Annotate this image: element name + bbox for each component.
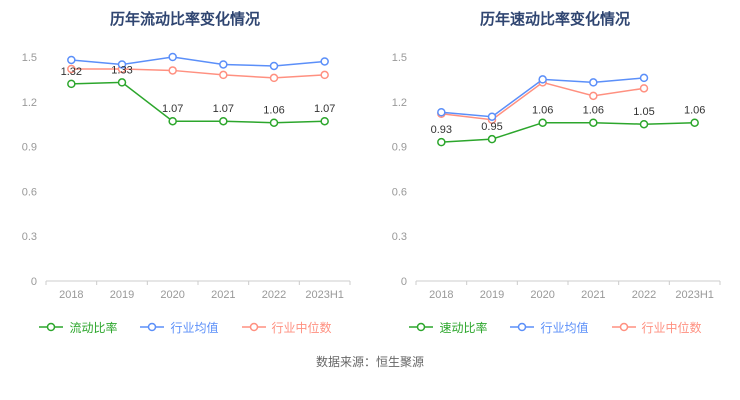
svg-text:0.93: 0.93 bbox=[431, 124, 452, 136]
svg-text:1.06: 1.06 bbox=[583, 105, 604, 117]
legend-label: 行业中位数 bbox=[271, 320, 332, 335]
svg-text:1.06: 1.06 bbox=[532, 105, 553, 117]
svg-text:1.06: 1.06 bbox=[263, 105, 284, 117]
line-marker-icon bbox=[510, 322, 535, 332]
svg-text:0.95: 0.95 bbox=[481, 121, 502, 133]
line-marker-icon bbox=[611, 322, 636, 332]
legend-item-quick-ratio[interactable]: 速动比率 bbox=[408, 319, 487, 336]
svg-text:1.5: 1.5 bbox=[392, 52, 407, 64]
svg-text:1.07: 1.07 bbox=[162, 103, 183, 115]
svg-text:1.5: 1.5 bbox=[22, 52, 37, 64]
svg-text:0.3: 0.3 bbox=[22, 231, 37, 243]
chart-title: 历年速动比率变化情况 bbox=[479, 11, 630, 28]
svg-text:1.07: 1.07 bbox=[213, 103, 234, 115]
legend-item-industry-median[interactable]: 行业中位数 bbox=[611, 319, 702, 336]
svg-text:1.2: 1.2 bbox=[392, 97, 407, 109]
current-ratio-line-chart: 0 0.3 0.6 0.9 1.2 1.5 2018 2019 2020 2021 2022 2023… bbox=[22, 52, 351, 301]
charts-row: 历年流动比率变化情况 0 0.3 0.6 0.9 1.2 1.5 2018 2019 2020 2… bbox=[0, 4, 740, 339]
legend: 流动比率 行业均值 行业中位数 bbox=[38, 315, 332, 339]
svg-text:2021: 2021 bbox=[581, 289, 605, 301]
legend-label: 流动比率 bbox=[69, 320, 118, 335]
svg-text:0.3: 0.3 bbox=[392, 231, 407, 243]
svg-text:0.9: 0.9 bbox=[392, 142, 407, 154]
svg-text:1.07: 1.07 bbox=[314, 103, 335, 115]
svg-text:2023H1: 2023H1 bbox=[305, 289, 344, 301]
chart-title: 历年流动比率变化情况 bbox=[109, 11, 260, 28]
svg-text:2022: 2022 bbox=[262, 289, 286, 301]
legend-label: 行业均值 bbox=[540, 320, 589, 335]
line-marker-icon bbox=[409, 322, 434, 332]
svg-text:0: 0 bbox=[31, 276, 37, 288]
svg-text:2020: 2020 bbox=[530, 289, 554, 301]
svg-text:2023H1: 2023H1 bbox=[675, 289, 714, 301]
legend-item-industry-mean[interactable]: 行业均值 bbox=[509, 319, 589, 336]
legend-label: 行业中位数 bbox=[641, 320, 702, 335]
line-marker-icon bbox=[241, 322, 266, 332]
line-marker-icon bbox=[39, 322, 64, 332]
svg-text:2019: 2019 bbox=[480, 289, 504, 301]
svg-text:0.6: 0.6 bbox=[392, 186, 407, 198]
quick-ratio-chart-panel: 历年速动比率变化情况 0 0.3 0.6 0.9 1.2 1.5 2018 2019 2020 2… bbox=[370, 4, 740, 339]
line-marker-icon bbox=[140, 322, 165, 332]
quick-ratio-line-chart: 0 0.3 0.6 0.9 1.2 1.5 2018 2019 2020 2021 2022 2023… bbox=[392, 52, 721, 301]
svg-text:0.6: 0.6 bbox=[22, 186, 37, 198]
legend-item-industry-mean[interactable]: 行业均值 bbox=[139, 319, 219, 336]
legend: 速动比率 行业均值 行业中位数 bbox=[408, 315, 702, 339]
svg-text:0: 0 bbox=[401, 276, 407, 288]
svg-text:2020: 2020 bbox=[160, 289, 184, 301]
legend-item-industry-median[interactable]: 行业中位数 bbox=[241, 319, 332, 336]
svg-text:1.33: 1.33 bbox=[111, 64, 132, 76]
data-source-note: 数据来源：恒生聚源 bbox=[315, 355, 424, 369]
svg-text:1.2: 1.2 bbox=[22, 97, 37, 109]
legend-label: 行业均值 bbox=[170, 320, 219, 335]
svg-text:2018: 2018 bbox=[59, 289, 83, 301]
svg-text:1.05: 1.05 bbox=[633, 106, 654, 118]
svg-text:2021: 2021 bbox=[211, 289, 235, 301]
svg-text:1.32: 1.32 bbox=[61, 66, 82, 78]
svg-text:2019: 2019 bbox=[110, 289, 134, 301]
current-ratio-chart-panel: 历年流动比率变化情况 0 0.3 0.6 0.9 1.2 1.5 2018 2019 2020 2… bbox=[0, 4, 370, 339]
svg-text:1.06: 1.06 bbox=[684, 105, 705, 117]
legend-label: 速动比率 bbox=[439, 320, 488, 335]
svg-text:0.9: 0.9 bbox=[22, 142, 37, 154]
legend-item-current-ratio[interactable]: 流动比率 bbox=[38, 319, 117, 336]
svg-text:2022: 2022 bbox=[632, 289, 656, 301]
svg-text:2018: 2018 bbox=[429, 289, 453, 301]
